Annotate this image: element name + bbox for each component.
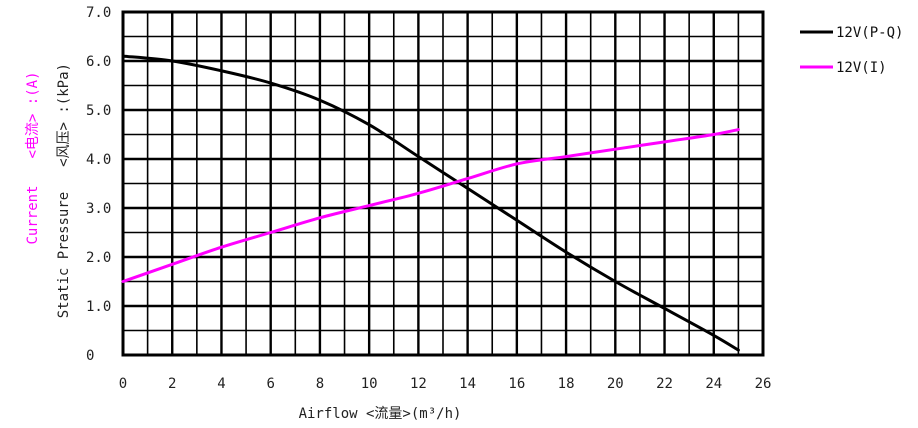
chart-grid: [121, 10, 765, 357]
y-axis-label-current-cn: <电流> :(A): [25, 71, 41, 158]
x-tick-label: 22: [656, 376, 673, 392]
x-tick-label: 26: [755, 376, 772, 392]
x-tick-label: 0: [119, 376, 127, 392]
y-tick-label: 0: [86, 348, 94, 364]
y-tick-label: 6.0: [86, 54, 111, 70]
y-tick-label: 7.0: [86, 5, 111, 21]
y-tick-label: 2.0: [86, 250, 111, 266]
legend: 12V(P-Q) 12V(I): [800, 25, 903, 76]
x-tick-label: 4: [217, 376, 225, 392]
x-tick-label: 18: [558, 376, 575, 392]
x-tick-label: 16: [508, 376, 525, 392]
y-axis-label-pressure: Static Pressure: [56, 192, 72, 318]
x-tick-label: 10: [361, 376, 378, 392]
plot-border: [121, 10, 765, 357]
y-tick-label: 5.0: [86, 103, 111, 119]
x-tick-label: 8: [316, 376, 324, 392]
x-tick-label: 6: [266, 376, 274, 392]
x-tick-label: 24: [705, 376, 722, 392]
series-line-pq: [121, 54, 740, 352]
x-axis-label: Airflow <流量>(m³/h): [299, 406, 462, 422]
y-axis-label-pressure-cn: <风压> :(kPa): [56, 63, 72, 167]
y-tick-label: 3.0: [86, 201, 111, 217]
legend-label-pq: 12V(P-Q): [836, 25, 903, 41]
chart-series: [121, 54, 740, 352]
y-tick-labels: 0 1.0 2.0 3.0 4.0 5.0 6.0 7.0: [86, 5, 111, 364]
x-tick-label: 2: [168, 376, 176, 392]
y-tick-label: 4.0: [86, 152, 111, 168]
x-tick-labels: 0 2 4 6 8 10 12 14 16 18 20 22 24 26: [119, 376, 772, 392]
x-tick-label: 20: [607, 376, 624, 392]
y-axis-label-current: Current: [25, 185, 41, 244]
series-line-current: [121, 128, 740, 283]
legend-label-current: 12V(I): [836, 60, 887, 76]
y-tick-label: 1.0: [86, 299, 111, 315]
x-tick-label: 14: [459, 376, 476, 392]
x-tick-label: 12: [410, 376, 427, 392]
